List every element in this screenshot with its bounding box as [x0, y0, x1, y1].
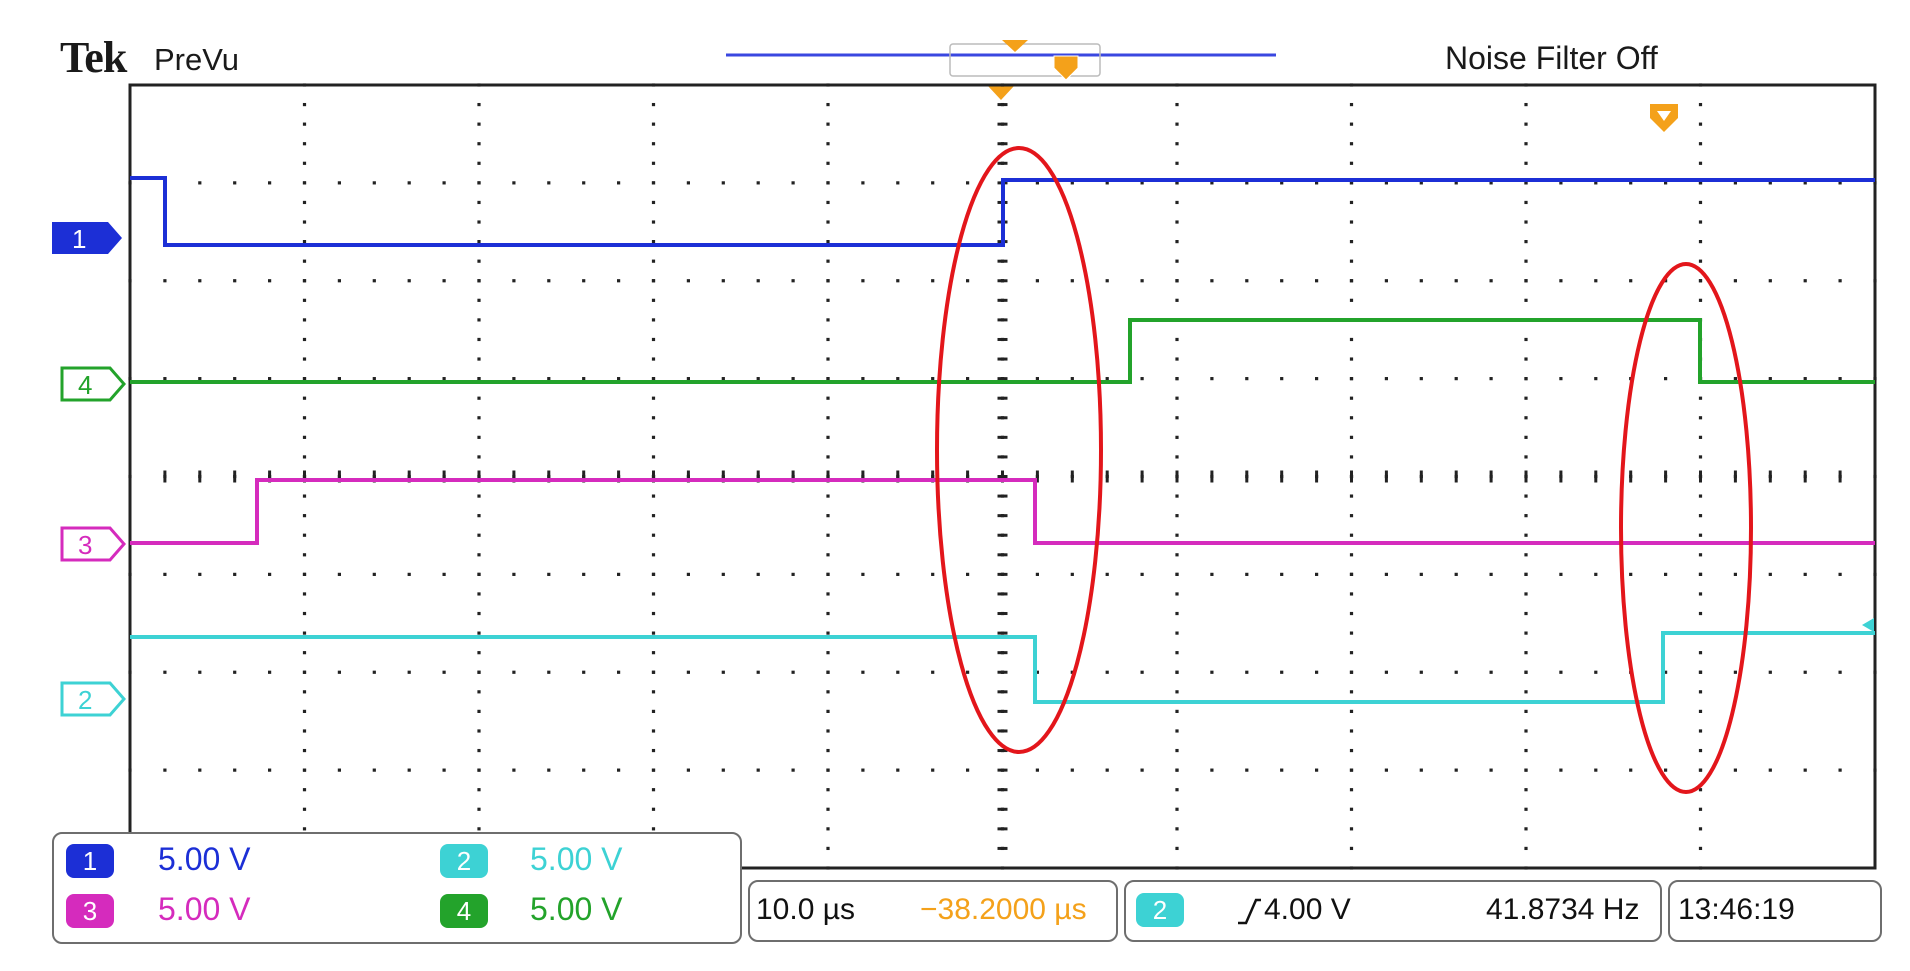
channel-scale-readout[interactable]: 1 5.00 V 2 5.00 V 3 5.00 V 4 5.00 V — [52, 832, 742, 944]
svg-text:1: 1 — [72, 224, 86, 254]
trigger-position-icon[interactable] — [988, 86, 1014, 100]
trigger-frequency: 41.8734 Hz — [1486, 893, 1640, 926]
ch4-badge[interactable]: 4 — [440, 894, 488, 928]
rising-edge-icon — [1238, 898, 1261, 925]
horizontal-position: −38.2000 µs — [920, 893, 1087, 926]
trigger-level-icon[interactable] — [1650, 104, 1678, 132]
trigger-source-badge[interactable]: 2 — [1136, 893, 1184, 927]
ch1-scale: 5.00 V — [158, 841, 251, 877]
noise-filter-status: Noise Filter Off — [1445, 40, 1658, 76]
expansion-point-marker — [1053, 55, 1079, 81]
channel-marker-1[interactable]: 1 — [52, 222, 122, 254]
trigger-level: 4.00 V — [1264, 893, 1351, 926]
ch1-badge[interactable]: 1 — [66, 844, 114, 878]
ch3-scale: 5.00 V — [158, 891, 251, 927]
trigger-position-marker — [1002, 40, 1028, 52]
channel-marker-3[interactable]: 3 — [60, 526, 126, 562]
ch4-scale: 5.00 V — [530, 891, 623, 927]
ch1-trace — [130, 176, 1875, 247]
ch4-trace — [130, 318, 1875, 384]
annotation-ellipse-right — [1619, 262, 1753, 794]
svg-text:3: 3 — [78, 530, 92, 560]
clock-time: 13:46:19 — [1678, 893, 1795, 926]
mode-label: PreVu — [154, 42, 240, 77]
waveform-traces — [130, 176, 1875, 704]
ch2-badge[interactable]: 2 — [440, 844, 488, 878]
annotation-ellipse-left — [935, 146, 1103, 754]
ch3-trace — [130, 478, 1875, 545]
trigger-readout[interactable]: 2 4.00 V 41.8734 Hz — [1124, 880, 1662, 942]
ch2-scale: 5.00 V — [530, 841, 623, 877]
record-view-bar[interactable] — [726, 40, 1276, 81]
clock-readout: 13:46:19 — [1668, 880, 1882, 942]
horizontal-readout[interactable]: 10.0 µs −38.2000 µs — [748, 880, 1118, 942]
time-per-div: 10.0 µs — [756, 893, 856, 926]
channel-marker-4[interactable]: 4 — [60, 366, 126, 402]
ch3-badge[interactable]: 3 — [66, 894, 114, 928]
svg-text:2: 2 — [78, 685, 92, 715]
ch2-trigger-level-marker — [1862, 618, 1874, 632]
channel-marker-2[interactable]: 2 — [60, 681, 126, 717]
brand-logo: Tek — [60, 33, 127, 82]
svg-text:4: 4 — [78, 370, 92, 400]
ch2-trace — [130, 631, 1875, 704]
graticule-grid — [128, 83, 1877, 870]
